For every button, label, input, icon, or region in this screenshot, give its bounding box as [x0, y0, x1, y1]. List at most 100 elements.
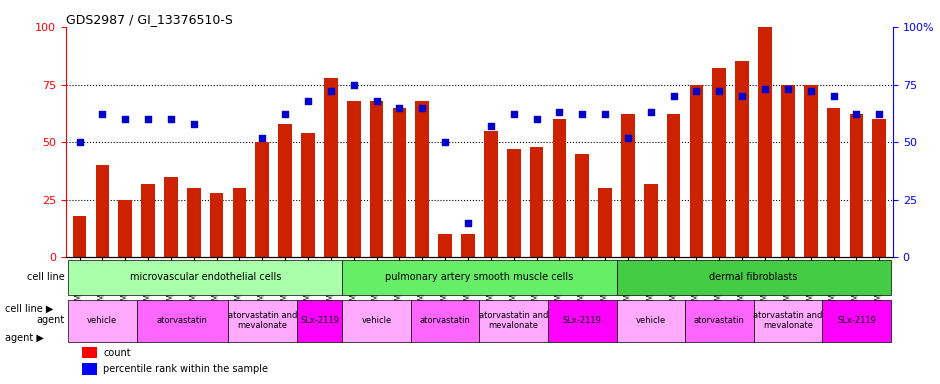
FancyBboxPatch shape — [548, 300, 617, 341]
Text: count: count — [103, 348, 131, 358]
Point — [506, 111, 521, 118]
Text: SLx-2119: SLx-2119 — [837, 316, 876, 325]
Bar — [141, 184, 155, 257]
Bar — [232, 188, 246, 257]
Point — [277, 111, 292, 118]
Point — [461, 220, 476, 226]
Bar — [781, 84, 794, 257]
Bar — [507, 149, 521, 257]
Point — [574, 111, 589, 118]
Point — [323, 88, 338, 94]
Text: dermal fibroblasts: dermal fibroblasts — [710, 272, 798, 282]
FancyBboxPatch shape — [342, 300, 411, 341]
Point — [255, 134, 270, 141]
FancyBboxPatch shape — [617, 260, 891, 295]
Point — [95, 111, 110, 118]
Text: cell line ▶: cell line ▶ — [5, 304, 53, 314]
Bar — [666, 114, 681, 257]
FancyBboxPatch shape — [617, 300, 685, 341]
Text: vehicle: vehicle — [362, 316, 392, 325]
Point — [689, 88, 704, 94]
FancyBboxPatch shape — [479, 300, 548, 341]
Text: atorvastatin: atorvastatin — [157, 316, 208, 325]
Text: vehicle: vehicle — [635, 316, 666, 325]
Text: atorvastatin and
mevalonate: atorvastatin and mevalonate — [479, 311, 548, 330]
Point — [483, 123, 498, 129]
Bar — [301, 133, 315, 257]
FancyBboxPatch shape — [136, 300, 228, 341]
FancyBboxPatch shape — [297, 300, 342, 341]
Point — [72, 139, 87, 145]
Bar — [644, 184, 658, 257]
Text: cell line: cell line — [27, 272, 65, 282]
Bar — [187, 188, 200, 257]
Bar — [575, 154, 589, 257]
Point — [666, 93, 681, 99]
FancyBboxPatch shape — [685, 300, 754, 341]
Bar — [462, 234, 475, 257]
Point — [552, 109, 567, 115]
Bar — [804, 84, 818, 257]
Bar — [72, 216, 86, 257]
Bar — [164, 177, 178, 257]
Bar — [872, 119, 886, 257]
Point — [735, 93, 750, 99]
FancyBboxPatch shape — [411, 300, 479, 341]
Bar — [210, 193, 224, 257]
Bar — [347, 101, 361, 257]
Bar — [598, 188, 612, 257]
Point — [849, 111, 864, 118]
Bar — [690, 84, 703, 257]
Bar — [324, 78, 337, 257]
Text: percentile rank within the sample: percentile rank within the sample — [103, 364, 268, 374]
Bar — [759, 27, 772, 257]
Point — [164, 116, 179, 122]
Bar — [850, 114, 863, 257]
Point — [438, 139, 453, 145]
Bar — [529, 147, 543, 257]
Point — [186, 121, 201, 127]
Text: agent: agent — [37, 316, 65, 326]
Bar — [553, 119, 566, 257]
Point — [415, 104, 430, 111]
Point — [141, 116, 156, 122]
Point — [529, 116, 544, 122]
Point — [118, 116, 133, 122]
Point — [826, 93, 841, 99]
Text: atorvastatin and
mevalonate: atorvastatin and mevalonate — [227, 311, 297, 330]
Bar — [827, 108, 840, 257]
Bar — [83, 363, 97, 375]
FancyBboxPatch shape — [754, 300, 822, 341]
FancyBboxPatch shape — [68, 260, 342, 295]
Point — [369, 98, 384, 104]
Point — [758, 86, 773, 92]
Point — [780, 86, 795, 92]
Point — [712, 88, 727, 94]
Text: GDS2987 / GI_13376510-S: GDS2987 / GI_13376510-S — [66, 13, 233, 26]
Bar — [83, 347, 97, 359]
Text: SLx-2119: SLx-2119 — [563, 316, 602, 325]
Bar — [621, 114, 634, 257]
Bar — [369, 101, 384, 257]
Point — [598, 111, 613, 118]
FancyBboxPatch shape — [228, 300, 297, 341]
Bar — [118, 200, 132, 257]
Bar — [393, 108, 406, 257]
Bar — [438, 234, 452, 257]
Point — [871, 111, 886, 118]
Bar — [735, 61, 749, 257]
Point — [301, 98, 316, 104]
Text: SLx-2119: SLx-2119 — [300, 316, 339, 325]
Text: microvascular endothelial cells: microvascular endothelial cells — [130, 272, 281, 282]
FancyBboxPatch shape — [822, 300, 891, 341]
Text: agent ▶: agent ▶ — [5, 333, 43, 343]
Bar — [484, 131, 497, 257]
Text: atorvastatin: atorvastatin — [419, 316, 471, 325]
Bar — [96, 165, 109, 257]
Point — [392, 104, 407, 111]
Point — [620, 134, 635, 141]
FancyBboxPatch shape — [68, 300, 136, 341]
Point — [803, 88, 818, 94]
Text: atorvastatin: atorvastatin — [694, 316, 744, 325]
Text: pulmonary artery smooth muscle cells: pulmonary artery smooth muscle cells — [385, 272, 573, 282]
